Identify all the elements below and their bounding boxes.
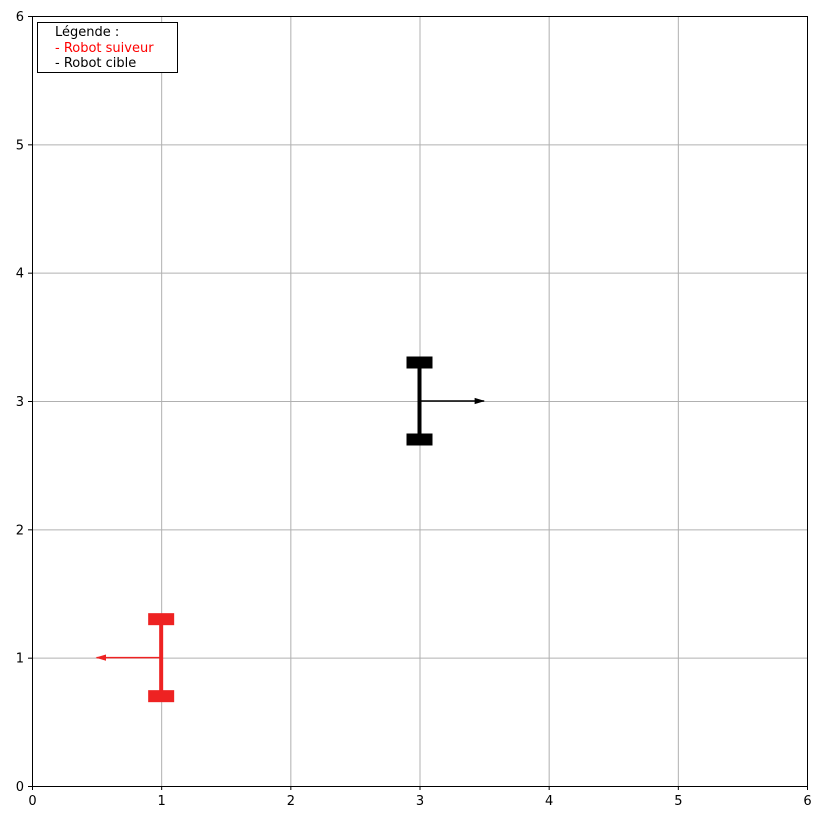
plot-marks <box>95 356 486 703</box>
y-tick-label-2: 2 <box>16 523 24 538</box>
robot-cible-wheel-2 <box>406 433 433 446</box>
x-tick-label-1: 1 <box>158 794 166 809</box>
legend-box <box>37 22 178 73</box>
x-tick-label-2: 2 <box>287 794 295 809</box>
legend-entry-robot-cible: - Robot cible <box>55 56 136 71</box>
y-tick-label-0: 0 <box>16 780 24 795</box>
robot-suiveur-wheel-1 <box>148 613 175 626</box>
x-tick-label-0: 0 <box>28 794 36 809</box>
x-tick-label-3: 3 <box>416 794 424 809</box>
legend-entry-robot-suiveur: - Robot suiveur <box>55 41 154 56</box>
robot-suiveur-wheel-2 <box>148 690 175 703</box>
robot-cible-marker <box>406 356 486 446</box>
y-tick-label-3: 3 <box>16 395 24 410</box>
x-tick-label-5: 5 <box>674 794 682 809</box>
robot-suiveur-marker <box>95 613 175 703</box>
x-tick-label-4: 4 <box>545 794 553 809</box>
y-tick-label-6: 6 <box>16 10 24 25</box>
y-tick-label-4: 4 <box>16 267 24 282</box>
y-tick-label-5: 5 <box>16 138 24 153</box>
legend: Légende : - Robot suiveur - Robot cible <box>37 22 178 73</box>
x-tick-label-6: 6 <box>803 794 811 809</box>
y-tick-label-1: 1 <box>16 652 24 667</box>
legend-title: Légende : <box>55 25 119 40</box>
axis-ticks: 0 1 2 3 4 5 6 0 1 2 3 4 5 6 <box>16 10 812 809</box>
robot-cible-wheel-1 <box>406 356 433 369</box>
